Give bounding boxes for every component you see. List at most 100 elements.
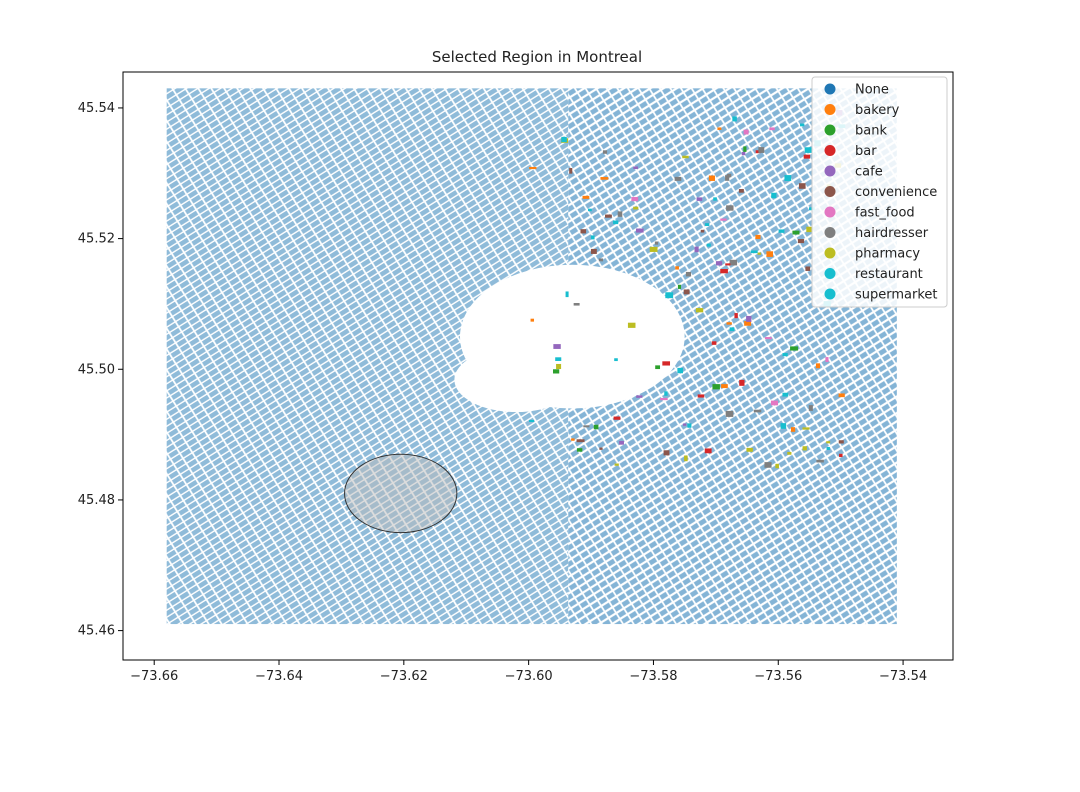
poi-marker xyxy=(599,447,603,450)
poi-marker xyxy=(755,234,761,240)
poi-marker xyxy=(758,147,765,153)
poi-marker xyxy=(766,251,774,257)
legend-label: convenience xyxy=(855,185,937,200)
legend: None bakery bank bar cafe convenience fast_foo… xyxy=(811,76,948,308)
y-tick-label: 45.54 xyxy=(78,101,115,116)
poi-marker xyxy=(743,129,749,135)
poi-marker xyxy=(729,259,738,266)
legend-box xyxy=(811,76,948,308)
poi-marker xyxy=(677,367,683,374)
poi-marker xyxy=(706,243,711,247)
legend-marker xyxy=(824,227,836,238)
poi-marker xyxy=(712,384,720,390)
y-tick-label: 45.46 xyxy=(78,624,115,639)
poi-marker xyxy=(808,405,813,411)
poi-marker xyxy=(674,176,682,181)
poi-marker xyxy=(792,230,800,235)
poi-marker xyxy=(684,455,688,462)
legend-label: pharmacy xyxy=(855,247,920,262)
poi-marker xyxy=(713,197,717,201)
poi-marker xyxy=(782,353,788,357)
x-tick-label: −73.66 xyxy=(130,669,178,684)
poi-marker xyxy=(600,177,609,180)
poi-marker xyxy=(633,206,639,210)
poi-marker xyxy=(782,392,789,397)
poi-marker xyxy=(529,419,535,422)
poi-marker xyxy=(636,395,643,398)
poi-marker xyxy=(617,211,623,217)
poi-marker xyxy=(655,365,661,370)
poi-marker xyxy=(682,423,687,426)
poi-marker xyxy=(571,438,575,441)
poi-marker xyxy=(677,284,682,289)
poi-marker xyxy=(826,441,831,444)
legend-label: bakery xyxy=(855,103,900,118)
poi-marker xyxy=(790,346,799,351)
poi-marker xyxy=(715,261,723,266)
y-axis: 45.46 45.48 45.50 45.52 45.54 xyxy=(78,101,123,639)
poi-marker xyxy=(717,127,722,130)
poi-marker xyxy=(556,363,562,370)
poi-marker xyxy=(770,400,778,406)
poi-marker xyxy=(662,361,671,366)
poi-marker xyxy=(590,248,597,254)
poi-marker xyxy=(700,229,705,233)
poi-marker xyxy=(582,195,590,199)
legend-label: fast_food xyxy=(855,206,915,221)
legend-marker xyxy=(824,288,836,300)
poi-marker xyxy=(598,258,604,262)
legend-marker xyxy=(824,165,836,177)
poi-marker xyxy=(665,292,674,299)
y-tick-label: 45.48 xyxy=(78,493,115,508)
poi-marker xyxy=(725,263,731,266)
poi-marker xyxy=(825,357,829,363)
poi-marker xyxy=(826,446,830,451)
poi-marker xyxy=(725,410,734,417)
poi-marker xyxy=(741,151,746,156)
poi-marker xyxy=(839,453,843,458)
poi-marker xyxy=(605,214,612,218)
poi-marker xyxy=(806,226,813,233)
legend-marker xyxy=(824,247,836,259)
poi-marker xyxy=(576,439,585,443)
poi-marker xyxy=(682,155,689,159)
x-axis: −73.66 −73.64 −73.62 −73.60 −73.58 −73.56 −73.… xyxy=(130,660,927,684)
legend-marker xyxy=(824,206,836,218)
poi-marker xyxy=(750,250,758,254)
poi-marker xyxy=(838,440,844,444)
poi-marker xyxy=(778,229,785,233)
poi-marker xyxy=(697,394,705,398)
park-blank-lobe xyxy=(454,347,578,413)
y-tick-label: 45.50 xyxy=(78,362,115,377)
poi-marker xyxy=(816,459,824,463)
poi-marker xyxy=(732,116,737,122)
poi-marker xyxy=(711,341,717,345)
poi-marker xyxy=(726,322,732,325)
poi-marker xyxy=(631,197,639,202)
poi-marker xyxy=(838,393,845,398)
poi-marker xyxy=(675,266,679,270)
poi-marker xyxy=(613,416,621,420)
poi-marker xyxy=(613,220,619,225)
poi-marker xyxy=(787,451,792,455)
poi-marker xyxy=(746,315,752,322)
poi-marker xyxy=(804,147,813,153)
poi-marker xyxy=(705,223,710,227)
legend-marker xyxy=(824,124,836,136)
poi-marker xyxy=(738,189,744,193)
legend-label: supermarket xyxy=(855,288,938,303)
poi-marker xyxy=(755,150,761,154)
poi-marker xyxy=(757,252,762,255)
poi-marker xyxy=(583,425,590,428)
poi-marker xyxy=(798,183,806,189)
poi-marker xyxy=(654,241,659,245)
legend-label: bank xyxy=(855,124,887,139)
poi-marker xyxy=(660,397,668,401)
poi-marker xyxy=(614,358,618,362)
poi-marker xyxy=(636,228,644,233)
poi-marker xyxy=(573,303,580,306)
poi-marker xyxy=(720,218,727,221)
poi-marker xyxy=(590,235,595,240)
poi-marker xyxy=(553,369,560,374)
